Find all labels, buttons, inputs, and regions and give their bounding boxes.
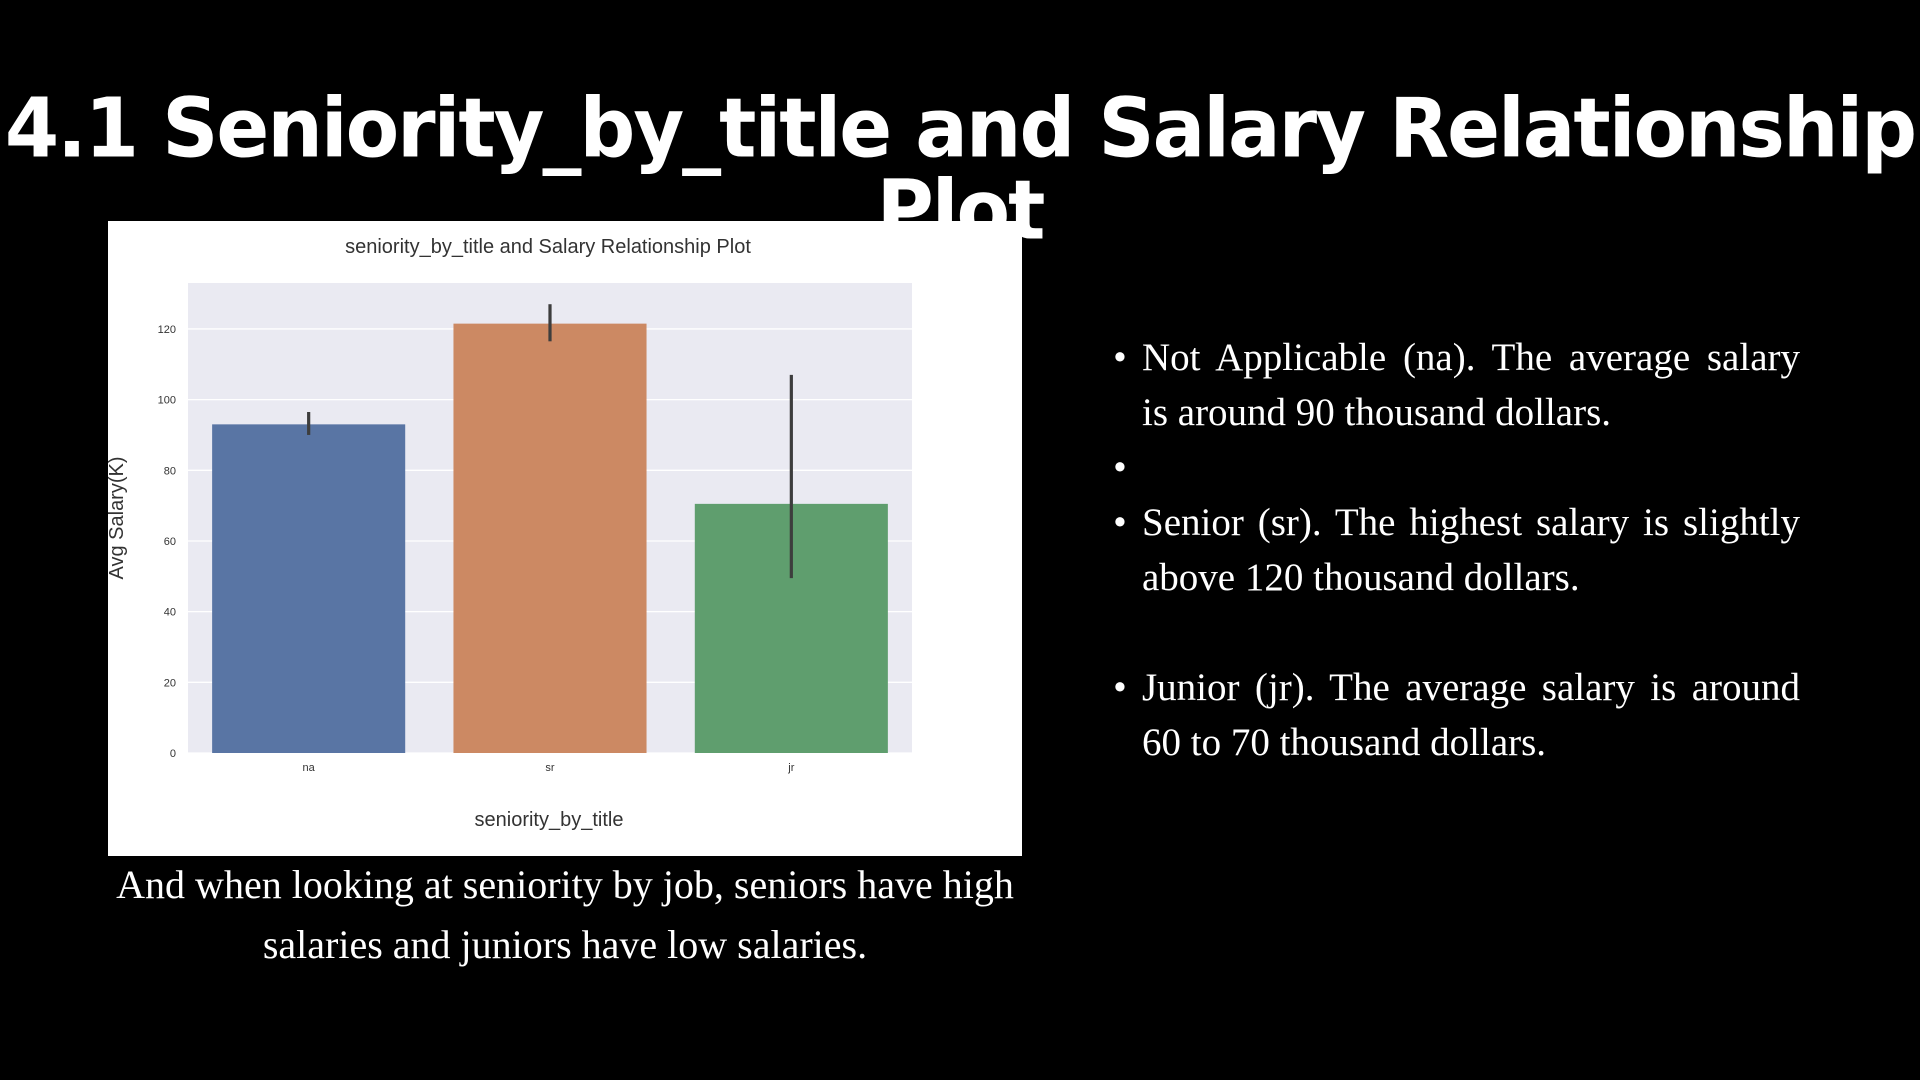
- bullet-dot: •: [1113, 666, 1127, 709]
- error-bars: [307, 304, 793, 579]
- y-tick-label: 80: [164, 465, 176, 477]
- bullet-dot: •: [1113, 446, 1127, 489]
- y-tick-label: 40: [164, 607, 176, 619]
- chart-panel: seniority_by_title and Salary Relationsh…: [108, 221, 1022, 856]
- y-tick-label: 120: [158, 324, 176, 336]
- y-tick-label: 20: [164, 677, 176, 689]
- x-tick-label: na: [303, 762, 316, 774]
- slide-title: 4.1 Seniority_by_title and Salary Relati…: [4, 81, 1917, 259]
- chart-title: seniority_by_title and Salary Relationsh…: [345, 236, 751, 258]
- y-tick-label: 100: [158, 395, 176, 407]
- x-tick-label: sr: [545, 762, 555, 774]
- y-tick-labels: 0 20 40 60 80 100 120: [158, 324, 176, 760]
- bar-na: [212, 424, 406, 753]
- bullet-list: • Not Applicable (na). The average salar…: [1108, 330, 1800, 770]
- bullet-text: Senior (sr). The highest salary is sligh…: [1142, 501, 1800, 599]
- x-axis-label: seniority_by_title: [475, 809, 624, 831]
- bullet-item-jr: • Junior (jr). The average salary is aro…: [1108, 660, 1800, 770]
- y-axis-label: Avg Salary(K): [108, 456, 128, 579]
- y-tick-label: 0: [170, 748, 176, 760]
- bar-sr: [453, 323, 647, 753]
- bullet-item-sr: • Senior (sr). The highest salary is sli…: [1108, 495, 1800, 605]
- bar-chart: seniority_by_title and Salary Relationsh…: [108, 236, 912, 831]
- bullet-text: Junior (jr). The average salary is aroun…: [1142, 666, 1800, 764]
- bullet-dot: •: [1113, 336, 1127, 379]
- bullet-text: Not Applicable (na). The average salary …: [1142, 336, 1800, 434]
- chart-caption: And when looking at seniority by job, se…: [116, 862, 1014, 967]
- y-tick-label: 60: [164, 536, 176, 548]
- x-tick-label: jr: [787, 762, 794, 774]
- x-tick-labels: na sr jr: [303, 762, 795, 774]
- bullet-dot: •: [1113, 501, 1127, 544]
- bullet-item-na: • Not Applicable (na). The average salar…: [1108, 330, 1800, 440]
- bullet-item-empty: •: [1108, 440, 1800, 495]
